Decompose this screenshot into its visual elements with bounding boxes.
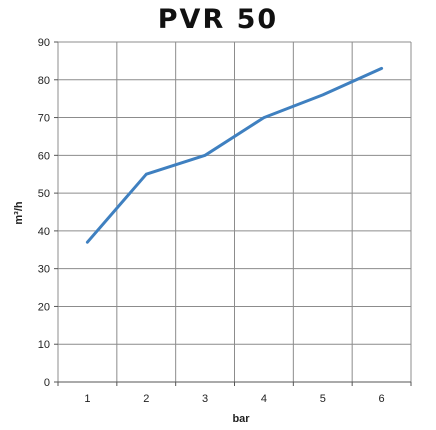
y-tick-label: 10 [38, 339, 50, 351]
y-tick-label: 70 [38, 113, 50, 125]
chart-title: PVR 50 [157, 4, 279, 35]
y-tick-label: 30 [38, 264, 50, 276]
y-tick-labels: 0 10 20 30 40 50 60 70 80 90 [38, 37, 50, 389]
x-tick-label: 5 [320, 393, 326, 405]
x-tick-label: 6 [379, 393, 385, 405]
y-tick-label: 50 [38, 188, 50, 200]
y-tick-label: 80 [38, 75, 50, 87]
x-tick-label: 4 [261, 393, 267, 405]
series-line [85, 66, 384, 244]
y-tick-label: 90 [38, 37, 50, 49]
y-tick-label: 20 [38, 301, 50, 313]
y-tick-label: 40 [38, 226, 50, 238]
x-tick-label: 1 [84, 393, 90, 405]
y-tick-label: 0 [44, 377, 50, 389]
x-tick-label: 3 [202, 393, 208, 405]
x-axis-label: bar [232, 413, 250, 425]
axes [54, 41, 412, 386]
y-tick-label: 60 [38, 150, 50, 162]
y-axis-label: m³/h [13, 201, 25, 225]
x-tick-label: 2 [143, 393, 149, 405]
grid-lines [57, 41, 412, 382]
series-group [85, 66, 384, 244]
x-tick-labels: 1 2 3 4 5 6 [84, 393, 384, 405]
